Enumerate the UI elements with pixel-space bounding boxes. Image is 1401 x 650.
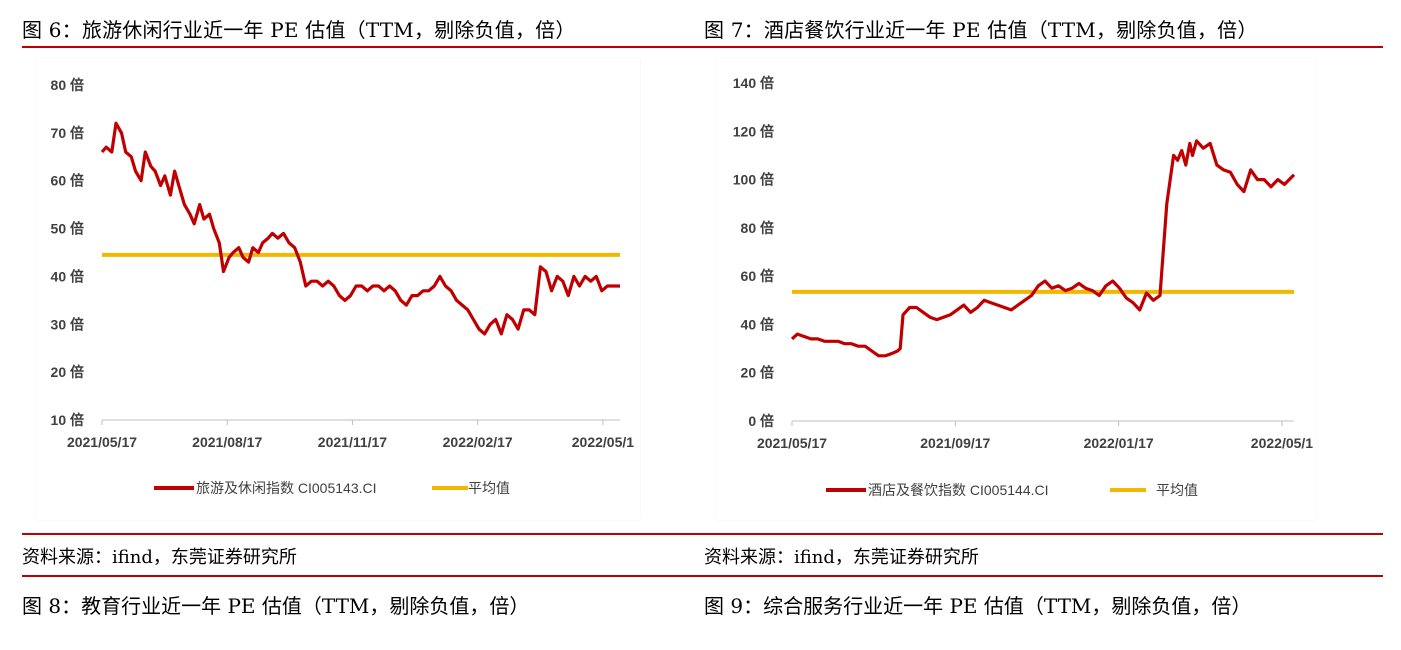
y-tick-label: 20 倍: [741, 365, 774, 381]
source-top-rule: [22, 533, 1383, 535]
y-tick-label: 40 倍: [51, 268, 84, 284]
figure-6-title: 图 6：旅游休闲行业近一年 PE 估值（TTM，剔除负值，倍）: [22, 18, 576, 42]
y-tick-label: 120 倍: [733, 123, 774, 139]
y-tick-label: 60 倍: [741, 268, 774, 284]
pe-series-line: [790, 139, 1296, 358]
figure-8-title: 图 8：教育行业近一年 PE 估值（TTM，剔除负值，倍）: [22, 594, 530, 618]
y-tick-label: 60 倍: [51, 173, 84, 189]
legend-series-label: 酒店及餐饮指数 CI005144.CI: [868, 482, 1049, 498]
x-tick-label: 2022/01/17: [1084, 435, 1154, 451]
x-tick-label: 2021/08/17: [192, 434, 262, 450]
x-tick-label: 2022/05/1: [1251, 435, 1313, 451]
pe-series-line: [100, 121, 620, 336]
hotel-dining-pe-chart: 0 倍 20 倍 40 倍 60 倍 80 倍 100 倍 120 倍 140 倍 2021/0…: [733, 75, 1314, 498]
tourism-pe-chart: 10 倍 20 倍 30 倍 40 倍 50 倍 60 倍 70 倍 80 倍 2021/05/…: [51, 77, 635, 496]
y-tick-label: 70 倍: [51, 125, 84, 141]
y-tick-label: 80 倍: [741, 220, 774, 236]
y-tick-label: 80 倍: [51, 77, 84, 93]
x-tick-label: 2021/09/17: [920, 435, 990, 451]
y-tick-label: 40 倍: [741, 316, 774, 332]
x-tick-label: 2021/11/17: [318, 434, 388, 450]
y-tick-label: 20 倍: [51, 364, 84, 380]
figure-9-title: 图 9：综合服务行业近一年 PE 估值（TTM，剔除负值，倍）: [704, 594, 1252, 618]
source-right: 资料来源：ifind，东莞证券研究所: [704, 547, 979, 568]
y-tick-label: 30 倍: [51, 316, 84, 332]
y-tick-label: 10 倍: [51, 412, 84, 428]
y-tick-label: 140 倍: [733, 75, 774, 91]
figure-7-title: 图 7：酒店餐饮行业近一年 PE 估值（TTM，剔除负值，倍）: [704, 18, 1258, 42]
legend-average-label: 平均值: [468, 480, 510, 496]
chart-panel-tourism: 10 倍 20 倍 30 倍 40 倍 50 倍 60 倍 70 倍 80 倍 2021/05/…: [36, 58, 640, 520]
x-tick-label: 2021/05/17: [67, 434, 137, 450]
x-tick-label: 2022/02/17: [443, 434, 513, 450]
source-bottom-rule: [22, 575, 1383, 577]
title-rule: [22, 46, 1383, 48]
y-tick-label: 50 倍: [51, 221, 84, 237]
source-left: 资料来源：ifind，东莞证券研究所: [22, 547, 297, 568]
y-tick-label: 0 倍: [748, 413, 774, 429]
legend-series-label: 旅游及休闲指数 CI005143.CI: [196, 480, 377, 496]
y-tick-label: 100 倍: [733, 172, 774, 188]
legend-average-label: 平均值: [1156, 482, 1198, 498]
x-tick-label: 2022/05/1: [572, 434, 634, 450]
chart-panel-hotel: 0 倍 20 倍 40 倍 60 倍 80 倍 100 倍 120 倍 140 倍 2021/0…: [716, 58, 1316, 520]
x-tick-label: 2021/05/17: [757, 435, 827, 451]
